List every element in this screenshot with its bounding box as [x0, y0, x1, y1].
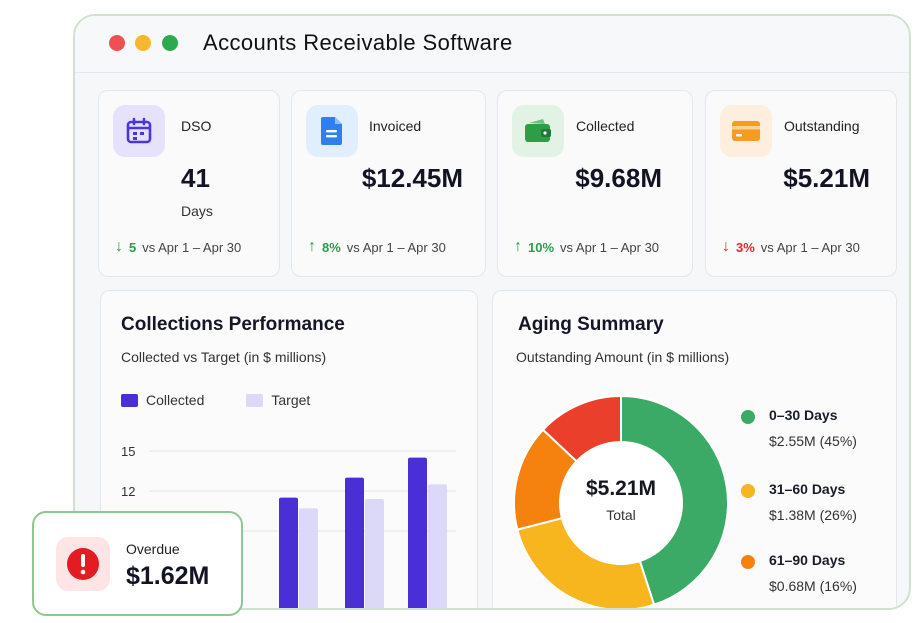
stat-value: $12.45M	[361, 163, 463, 193]
aging-amount: $1.38M (26%)	[769, 507, 857, 523]
close-window-button[interactable]	[109, 35, 125, 51]
stat-value: $9.68M	[575, 163, 662, 193]
stat-label: Invoiced	[369, 118, 422, 134]
legend-dot	[741, 410, 755, 424]
aging-label: 0–30 Days	[769, 407, 838, 423]
donut-hole	[561, 443, 681, 563]
donut-slice	[620, 394, 729, 607]
minimize-window-button[interactable]	[135, 35, 151, 51]
app-window: Accounts Receivable Software DSO 41 Days…	[73, 14, 911, 610]
stat-trend: ↑ 8% vs Apr 1 – Apr 30	[308, 238, 446, 256]
donut-caption: Total	[606, 507, 636, 523]
stat-trend: ↓ 3% vs Apr 1 – Apr 30	[722, 238, 860, 256]
donut-center: $5.21M Total	[561, 477, 681, 523]
stat-card-dso[interactable]: DSO 41 Days ↓ 5 vs Apr 1 – Apr 30	[98, 90, 280, 277]
panel-title: Collections Performance	[121, 314, 345, 335]
stat-label: Outstanding	[784, 118, 860, 134]
aging-label: 31–60 Days	[769, 481, 846, 497]
aging-label: 61–90 Days	[769, 552, 846, 568]
trend-period: vs Apr 1 – Apr 30	[560, 239, 660, 255]
trend-value: 10%	[528, 239, 555, 255]
stat-unit: Days	[181, 203, 213, 219]
stat-trend: ↓ 5 vs Apr 1 – Apr 30	[115, 238, 241, 256]
stat-value: 41	[181, 163, 210, 193]
alert-icon	[56, 537, 110, 591]
bar-target	[365, 499, 384, 608]
arrow-up-icon: ↑	[514, 238, 522, 255]
overdue-label: Overdue	[126, 541, 180, 557]
stat-card-outstanding[interactable]: Outstanding $5.21M ↓ 3% vs Apr 1 – Apr 3…	[705, 90, 897, 277]
chart-legend: Collected Target	[121, 392, 310, 408]
donut-total: $5.21M	[585, 477, 657, 500]
overdue-card[interactable]: Overdue $1.62M	[32, 511, 243, 616]
panel-subtitle: Outstanding Amount (in $ millions)	[516, 349, 730, 365]
stat-label: DSO	[181, 118, 212, 134]
aging-amount: $0.68M (16%)	[769, 578, 857, 594]
panel-title: Aging Summary	[518, 314, 664, 335]
legend-dot	[741, 555, 755, 569]
legend-dot	[741, 484, 755, 498]
trend-period: vs Apr 1 – Apr 30	[142, 239, 242, 255]
stat-card-collected[interactable]: Collected $9.68M ↑ 10% vs Apr 1 – Apr 30	[497, 90, 693, 277]
arrow-down-icon: ↓	[115, 238, 123, 255]
trend-period: vs Apr 1 – Apr 30	[760, 239, 860, 255]
legend-swatch-target	[246, 393, 264, 407]
calendar-icon	[113, 105, 165, 157]
aging-donut-chart	[513, 394, 729, 608]
bar-target	[428, 484, 447, 608]
aging-amount: $2.55M (45%)	[769, 433, 857, 449]
trend-period: vs Apr 1 – Apr 30	[346, 239, 446, 255]
legend-label-collected: Collected	[146, 392, 205, 408]
legend-label-target: Target	[271, 392, 311, 408]
wallet-icon	[512, 105, 564, 157]
stat-card-invoiced[interactable]: Invoiced $12.45M ↑ 8% vs Apr 1 – Apr 30	[291, 90, 486, 277]
bar-target	[299, 508, 318, 608]
y-tick-label: 15	[121, 444, 135, 459]
donut-slice	[541, 394, 622, 463]
arrow-up-icon: ↑	[308, 238, 316, 255]
collections-bar-chart: 12 15	[121, 444, 456, 608]
maximize-window-button[interactable]	[162, 35, 178, 51]
overdue-value: $1.62M	[126, 562, 210, 590]
trend-value: 3%	[736, 239, 755, 255]
document-icon	[306, 105, 358, 157]
bar-collected	[408, 457, 427, 608]
window-title: Accounts Receivable Software	[203, 30, 513, 55]
panel-subtitle: Collected vs Target (in $ millions)	[121, 349, 327, 365]
y-tick-label: 12	[121, 484, 135, 499]
arrow-down-icon: ↓	[722, 238, 730, 255]
aging-panel: Aging Summary Outstanding Amount (in $ m…	[492, 290, 897, 608]
title-bar: Accounts Receivable Software	[75, 16, 909, 73]
stat-label: Collected	[576, 118, 635, 134]
stat-trend: ↑ 10% vs Apr 1 – Apr 30	[514, 238, 659, 256]
trend-value: 5	[129, 239, 137, 255]
donut-slice	[516, 516, 656, 608]
bar-collected	[345, 477, 364, 608]
stat-value: $5.21M	[783, 163, 870, 193]
bar-collected	[279, 497, 298, 608]
card-icon	[720, 105, 772, 157]
trend-value: 8%	[322, 239, 341, 255]
legend-swatch-collected	[121, 393, 138, 407]
